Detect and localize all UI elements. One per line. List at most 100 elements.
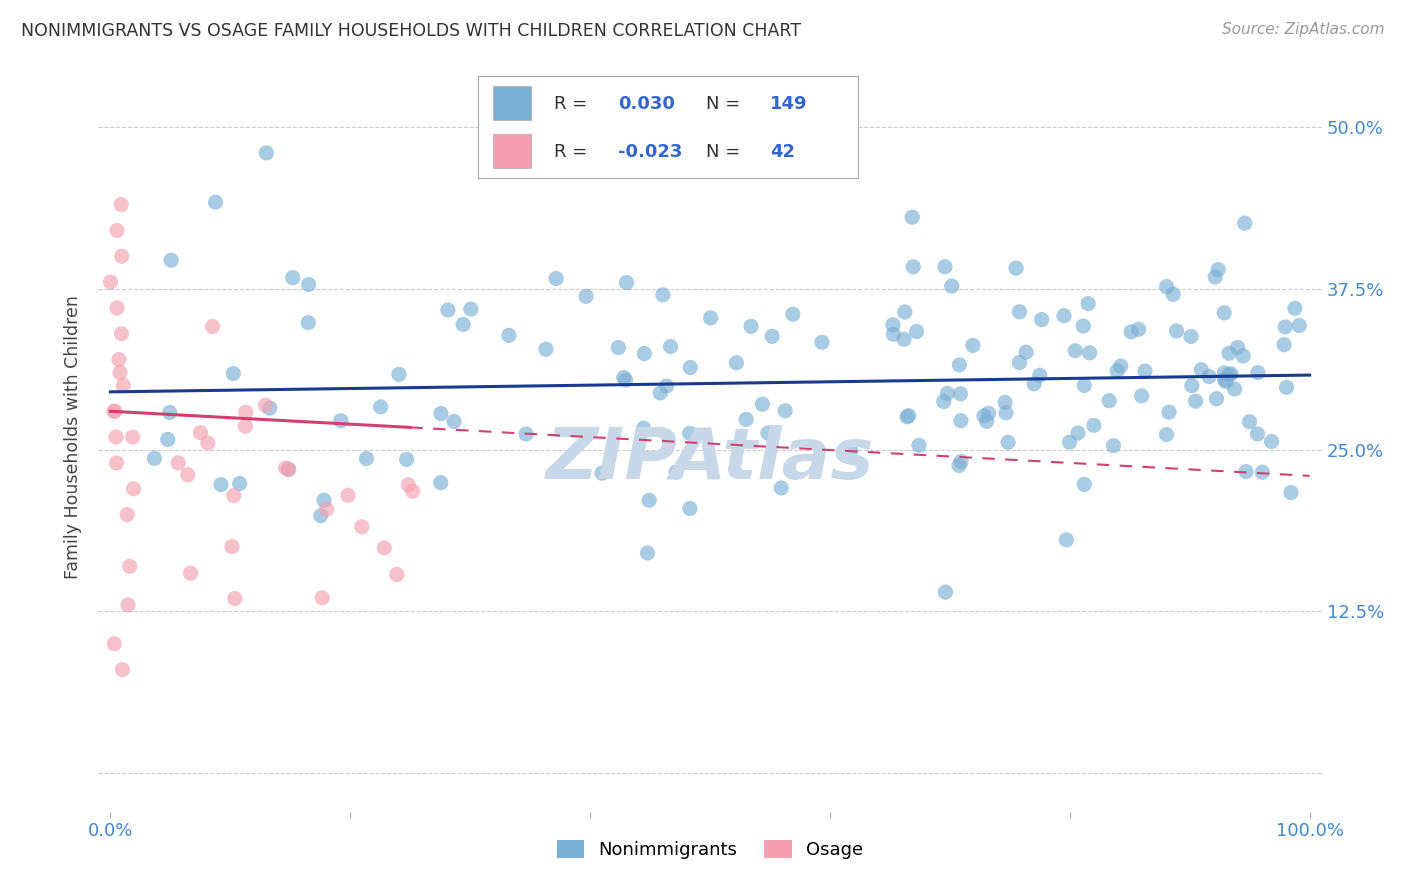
- Point: [1233, 216, 1256, 230]
- Point: [350, 520, 373, 534]
- Point: [1215, 375, 1237, 389]
- Point: [1121, 325, 1143, 339]
- Point: [1128, 322, 1150, 336]
- Point: [115, 508, 138, 522]
- Point: [934, 260, 956, 274]
- Point: [679, 426, 702, 441]
- Point: [811, 335, 834, 350]
- Text: N =: N =: [706, 143, 740, 161]
- Point: [105, 223, 128, 237]
- Point: [1218, 368, 1240, 382]
- Text: 42: 42: [770, 143, 796, 161]
- Point: [311, 591, 333, 605]
- Point: [315, 502, 337, 516]
- Point: [773, 404, 796, 418]
- Point: [575, 289, 598, 303]
- Point: [882, 327, 904, 342]
- Point: [977, 406, 1000, 420]
- Point: [180, 566, 202, 581]
- Point: [460, 302, 482, 317]
- Point: [1288, 318, 1310, 333]
- Point: [1073, 378, 1095, 392]
- Text: 149: 149: [770, 95, 808, 112]
- Point: [1204, 269, 1226, 284]
- Point: [1133, 364, 1156, 378]
- Point: [1083, 418, 1105, 433]
- Point: [159, 405, 181, 419]
- Point: [1279, 485, 1302, 500]
- Point: [770, 481, 793, 495]
- Point: [665, 465, 688, 479]
- Point: [221, 540, 243, 554]
- Point: [1246, 427, 1268, 442]
- Point: [160, 253, 183, 268]
- Point: [430, 407, 453, 421]
- Point: [782, 307, 804, 321]
- Point: [1251, 465, 1274, 479]
- Text: ZIPAtlas: ZIPAtlas: [546, 425, 875, 494]
- Point: [633, 421, 655, 435]
- Point: [1161, 287, 1184, 301]
- Point: [105, 301, 128, 315]
- Point: [1156, 427, 1178, 442]
- Point: [1109, 359, 1132, 373]
- Point: [437, 302, 460, 317]
- Point: [607, 341, 630, 355]
- Point: [659, 339, 682, 353]
- Point: [962, 338, 984, 352]
- Point: [546, 271, 568, 285]
- Point: [297, 316, 319, 330]
- Point: [1234, 465, 1257, 479]
- Text: N =: N =: [706, 95, 740, 112]
- Point: [949, 387, 972, 401]
- Point: [312, 493, 335, 508]
- Point: [976, 414, 998, 428]
- Point: [638, 493, 661, 508]
- Point: [1213, 306, 1236, 320]
- Point: [204, 195, 226, 210]
- Text: R =: R =: [554, 143, 588, 161]
- Point: [1260, 434, 1282, 449]
- Point: [1078, 346, 1101, 360]
- Point: [882, 318, 904, 332]
- Point: [401, 484, 423, 499]
- Point: [894, 305, 917, 319]
- Point: [111, 663, 134, 677]
- Point: [941, 279, 963, 293]
- Point: [356, 451, 378, 466]
- Point: [1102, 439, 1125, 453]
- Text: R =: R =: [554, 95, 588, 112]
- Point: [498, 328, 520, 343]
- Point: [1239, 415, 1261, 429]
- Point: [1008, 355, 1031, 369]
- Point: [105, 430, 128, 444]
- Point: [281, 270, 304, 285]
- Text: 0.030: 0.030: [619, 95, 675, 112]
- Point: [108, 366, 131, 380]
- Point: [1059, 435, 1081, 450]
- Point: [1274, 320, 1296, 334]
- Point: [329, 414, 352, 428]
- Point: [222, 489, 245, 503]
- Point: [274, 461, 297, 475]
- Point: [1098, 393, 1121, 408]
- Point: [650, 386, 672, 401]
- Point: [112, 378, 135, 392]
- Point: [908, 438, 931, 452]
- Point: [997, 435, 1019, 450]
- Point: [1226, 341, 1249, 355]
- Point: [385, 567, 408, 582]
- Point: [277, 462, 299, 476]
- Point: [948, 458, 970, 473]
- Point: [396, 478, 419, 492]
- Point: [108, 352, 131, 367]
- Point: [655, 379, 678, 393]
- Point: [1157, 405, 1180, 419]
- Point: [100, 275, 122, 289]
- Point: [1206, 262, 1229, 277]
- Point: [949, 414, 972, 428]
- Point: [1005, 261, 1028, 276]
- Point: [228, 476, 250, 491]
- Text: NONIMMIGRANTS VS OSAGE FAMILY HOUSEHOLDS WITH CHILDREN CORRELATION CHART: NONIMMIGRANTS VS OSAGE FAMILY HOUSEHOLDS…: [21, 22, 801, 40]
- Legend: Nonimmigrants, Osage: Nonimmigrants, Osage: [557, 839, 863, 859]
